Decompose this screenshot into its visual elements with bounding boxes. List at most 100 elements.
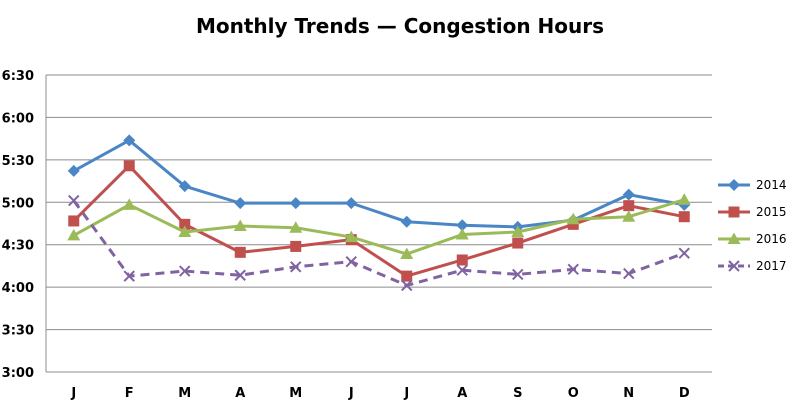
x-tick-label: D xyxy=(679,386,690,401)
x-marker-stroke xyxy=(290,261,302,273)
diamond-marker xyxy=(178,180,191,193)
diamond-marker xyxy=(67,164,80,177)
diamond-marker xyxy=(622,188,635,201)
y-tick-label: 4:30 xyxy=(2,239,34,254)
x-marker xyxy=(401,279,413,292)
x-tick-label: A xyxy=(235,386,245,401)
x-marker xyxy=(456,264,468,276)
triangle-marker xyxy=(233,219,247,232)
x-tick-label: M xyxy=(289,386,302,401)
y-tick-label: 3:30 xyxy=(2,324,34,339)
x-marker-stroke xyxy=(567,263,579,276)
triangle-marker xyxy=(67,228,81,241)
triangle-marker xyxy=(727,232,741,244)
square-marker xyxy=(456,254,468,266)
square-marker xyxy=(567,218,579,230)
x-tick-label: O xyxy=(568,386,579,401)
diamond-marker xyxy=(728,179,740,191)
x-marker xyxy=(728,260,740,272)
square-marker xyxy=(179,218,191,230)
square-marker xyxy=(401,270,413,282)
x-marker xyxy=(567,263,579,276)
x-marker xyxy=(623,267,635,280)
series-2016 xyxy=(67,193,691,260)
diamond-marker xyxy=(456,219,469,232)
legend-label: 2017 xyxy=(756,259,787,273)
y-tick-label: 4:00 xyxy=(2,281,34,296)
y-tick-label: 5:30 xyxy=(2,154,34,169)
y-tick-label: 5:00 xyxy=(2,196,34,211)
diamond-marker xyxy=(400,215,413,228)
triangle-marker xyxy=(122,198,136,210)
x-tick-label: J xyxy=(70,386,76,401)
x-marker-stroke xyxy=(401,279,413,292)
triangle-marker xyxy=(289,221,303,233)
legend-item-2016: 2016 xyxy=(718,232,787,246)
x-marker-stroke xyxy=(728,260,740,272)
x-marker-stroke xyxy=(345,255,357,268)
x-marker-stroke xyxy=(179,265,191,277)
x-marker xyxy=(68,194,80,207)
x-marker xyxy=(234,269,246,281)
series-line xyxy=(72,164,685,278)
y-tick-label: 6:30 xyxy=(2,69,34,84)
x-tick-label: N xyxy=(623,386,634,401)
triangle-marker xyxy=(566,212,580,225)
diamond-marker xyxy=(345,197,358,210)
x-marker-stroke xyxy=(512,268,524,281)
diamond-marker xyxy=(234,197,247,210)
x-marker xyxy=(512,268,524,281)
y-tick-label: 6:00 xyxy=(2,111,34,126)
x-tick-label: M xyxy=(178,386,191,401)
series-line xyxy=(73,138,685,229)
series-line xyxy=(73,198,685,256)
x-marker xyxy=(123,270,135,282)
x-marker-stroke xyxy=(234,269,246,281)
square-marker xyxy=(728,206,740,218)
x-marker xyxy=(290,261,302,273)
triangle-marker xyxy=(400,247,414,260)
legend-label: 2015 xyxy=(756,205,787,219)
x-tick-label: F xyxy=(125,386,134,401)
triangle-marker xyxy=(178,225,192,237)
x-marker xyxy=(345,255,357,268)
x-tick-label: S xyxy=(513,386,522,401)
triangle-marker xyxy=(511,225,525,237)
x-marker-stroke xyxy=(456,264,468,276)
y-tick-label: 3:00 xyxy=(2,366,34,381)
x-tick-label: J xyxy=(348,386,354,401)
x-tick-label: A xyxy=(457,386,467,401)
series-2014 xyxy=(67,134,691,233)
series-2017 xyxy=(68,194,690,292)
legend-item-2014: 2014 xyxy=(718,178,787,192)
series-line xyxy=(72,199,685,287)
square-marker xyxy=(234,246,246,258)
legend-item-2015: 2015 xyxy=(718,205,787,219)
square-marker xyxy=(290,240,302,252)
series-2015 xyxy=(68,160,690,282)
triangle-marker xyxy=(344,230,358,243)
diamond-marker xyxy=(289,197,302,210)
square-marker xyxy=(623,200,635,212)
x-marker xyxy=(179,265,191,277)
x-marker-stroke xyxy=(678,247,690,259)
triangle-marker xyxy=(455,228,469,240)
triangle-marker xyxy=(622,210,636,222)
x-marker-stroke xyxy=(68,194,80,207)
legend-label: 2014 xyxy=(756,178,787,192)
legend-item-2017: 2017 xyxy=(718,259,787,273)
chart-title: Monthly Trends — Congestion Hours xyxy=(195,14,605,38)
triangle-marker xyxy=(677,193,691,205)
x-marker xyxy=(678,247,690,259)
x-marker-stroke xyxy=(123,270,135,282)
square-marker xyxy=(512,237,524,249)
legend-label: 2016 xyxy=(756,232,787,246)
square-marker xyxy=(68,215,80,227)
x-tick-label: J xyxy=(403,386,409,401)
square-marker xyxy=(678,211,690,223)
square-marker xyxy=(123,160,135,172)
diamond-marker xyxy=(123,134,136,147)
x-marker-stroke xyxy=(623,267,635,280)
